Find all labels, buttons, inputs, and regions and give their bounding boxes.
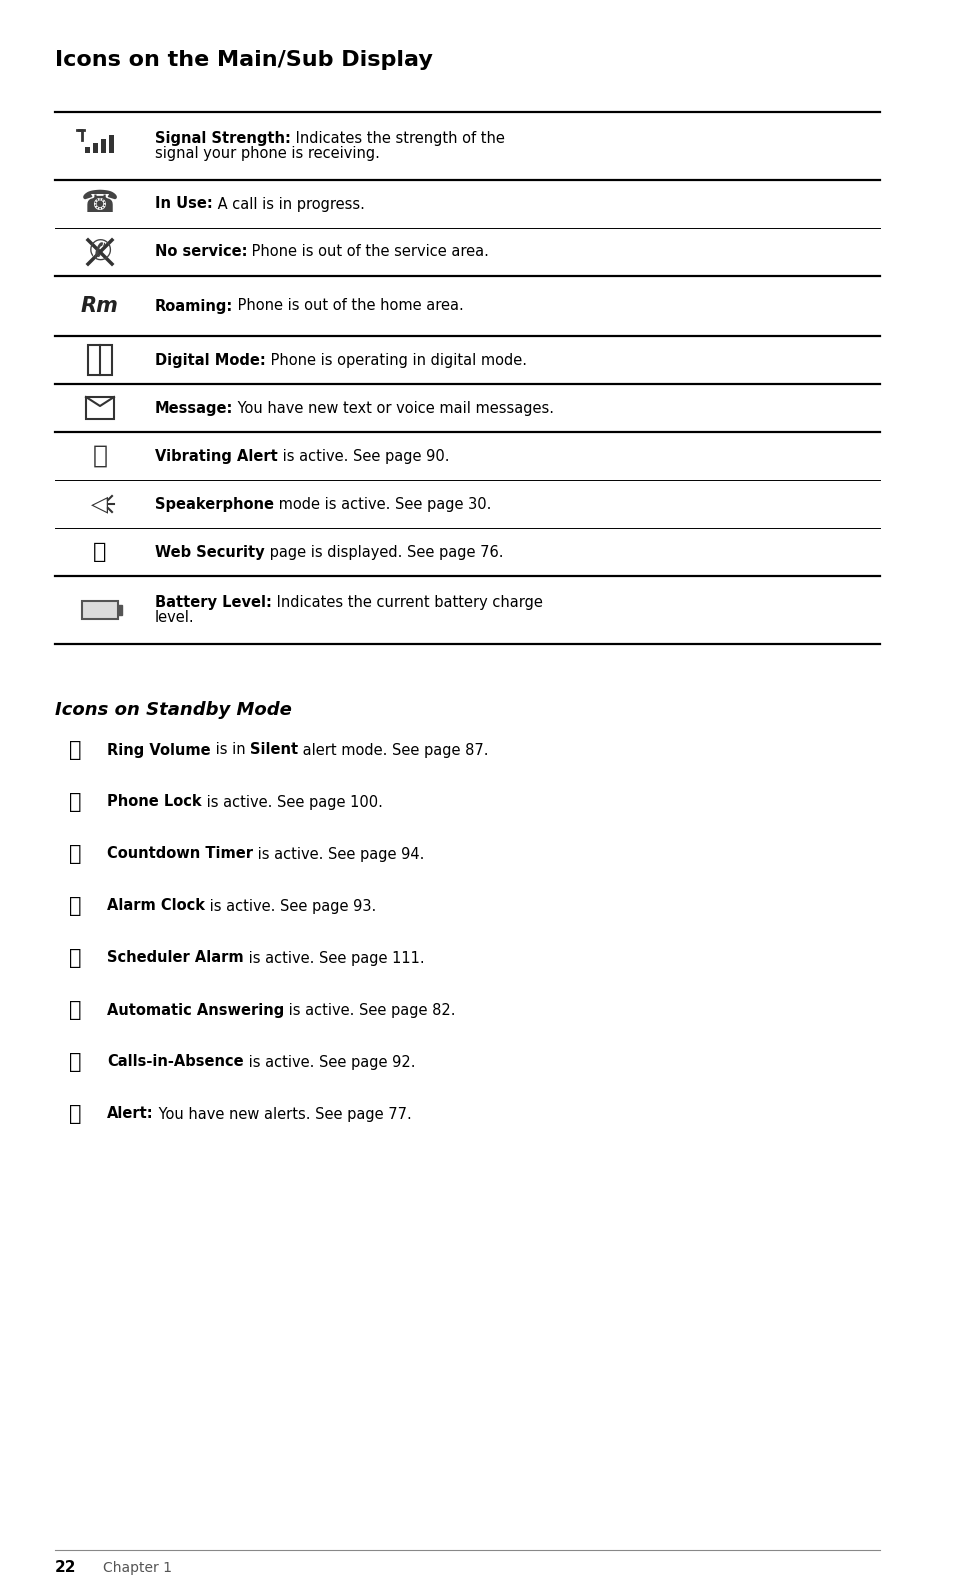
Text: You have new text or voice mail messages.: You have new text or voice mail messages… xyxy=(233,401,554,415)
Text: Battery Level:: Battery Level: xyxy=(154,595,272,611)
Text: ✆: ✆ xyxy=(89,238,112,266)
Text: Icons on Standby Mode: Icons on Standby Mode xyxy=(55,701,292,719)
Text: is active. See page 93.: is active. See page 93. xyxy=(205,898,375,914)
Text: No service:: No service: xyxy=(154,245,247,259)
Text: alert mode. See page 87.: alert mode. See page 87. xyxy=(297,743,488,757)
Text: ⏰: ⏰ xyxy=(69,897,81,916)
Text: 🔐: 🔐 xyxy=(69,792,81,812)
Text: Chapter 1: Chapter 1 xyxy=(103,1561,172,1576)
FancyBboxPatch shape xyxy=(110,135,114,153)
FancyBboxPatch shape xyxy=(93,143,98,153)
Text: is active. See page 100.: is active. See page 100. xyxy=(201,795,382,809)
Text: is active. See page 92.: is active. See page 92. xyxy=(243,1054,415,1070)
Text: A call is in progress.: A call is in progress. xyxy=(213,197,364,211)
Text: Indicates the strength of the: Indicates the strength of the xyxy=(291,130,504,146)
Text: ◁: ◁ xyxy=(91,494,109,514)
FancyBboxPatch shape xyxy=(101,138,107,153)
Text: Icons on the Main/Sub Display: Icons on the Main/Sub Display xyxy=(55,49,433,70)
Text: Rm: Rm xyxy=(81,296,119,316)
Text: Scheduler Alarm: Scheduler Alarm xyxy=(107,951,243,965)
Text: 22: 22 xyxy=(55,1560,76,1576)
Text: Alarm Clock: Alarm Clock xyxy=(107,898,205,914)
Text: ☎: ☎ xyxy=(81,189,119,218)
Text: You have new alerts. See page 77.: You have new alerts. See page 77. xyxy=(153,1107,411,1121)
Text: Calls-in-Absence: Calls-in-Absence xyxy=(107,1054,243,1070)
Text: mode is active. See page 30.: mode is active. See page 30. xyxy=(274,496,491,512)
Text: is active. See page 94.: is active. See page 94. xyxy=(253,846,424,862)
Text: Speakerphone: Speakerphone xyxy=(154,496,274,512)
Text: 🔕: 🔕 xyxy=(69,739,81,760)
FancyBboxPatch shape xyxy=(88,345,112,375)
Text: Message:: Message: xyxy=(154,401,233,415)
Text: Silent: Silent xyxy=(250,743,297,757)
Text: ⏱: ⏱ xyxy=(69,844,81,863)
Text: 📅: 📅 xyxy=(69,948,81,968)
Text: is active. See page 90.: is active. See page 90. xyxy=(277,448,449,464)
Text: level.: level. xyxy=(154,611,194,625)
Text: Phone is operating in digital mode.: Phone is operating in digital mode. xyxy=(266,353,526,367)
FancyBboxPatch shape xyxy=(82,601,118,619)
Text: 🔔: 🔔 xyxy=(69,1103,81,1124)
Text: 📵: 📵 xyxy=(69,1053,81,1072)
Text: is in: is in xyxy=(211,743,250,757)
FancyBboxPatch shape xyxy=(86,398,113,420)
Text: Phone Lock: Phone Lock xyxy=(107,795,201,809)
Text: Alert:: Alert: xyxy=(107,1107,153,1121)
Text: Digital Mode:: Digital Mode: xyxy=(154,353,266,367)
Text: Ring Volume: Ring Volume xyxy=(107,743,211,757)
Text: Vibrating Alert: Vibrating Alert xyxy=(154,448,277,464)
Text: Web Security: Web Security xyxy=(154,544,264,560)
Text: signal your phone is receiving.: signal your phone is receiving. xyxy=(154,146,379,161)
Text: is active. See page 111.: is active. See page 111. xyxy=(243,951,424,965)
Text: Phone is out of the service area.: Phone is out of the service area. xyxy=(247,245,489,259)
Text: 🔒: 🔒 xyxy=(93,542,107,561)
Text: Phone is out of the home area.: Phone is out of the home area. xyxy=(233,299,463,313)
Text: Automatic Answering: Automatic Answering xyxy=(107,1003,284,1018)
FancyBboxPatch shape xyxy=(118,606,122,615)
Text: Signal Strength:: Signal Strength: xyxy=(154,130,291,146)
Text: 📲: 📲 xyxy=(69,1000,81,1021)
Text: page is displayed. See page 76.: page is displayed. See page 76. xyxy=(264,544,502,560)
Text: Roaming:: Roaming: xyxy=(154,299,233,313)
FancyBboxPatch shape xyxy=(86,146,91,153)
Text: Indicates the current battery charge: Indicates the current battery charge xyxy=(272,595,542,611)
Text: 📳: 📳 xyxy=(92,444,108,467)
Text: In Use:: In Use: xyxy=(154,197,213,211)
Text: Countdown Timer: Countdown Timer xyxy=(107,846,253,862)
Text: is active. See page 82.: is active. See page 82. xyxy=(284,1003,456,1018)
